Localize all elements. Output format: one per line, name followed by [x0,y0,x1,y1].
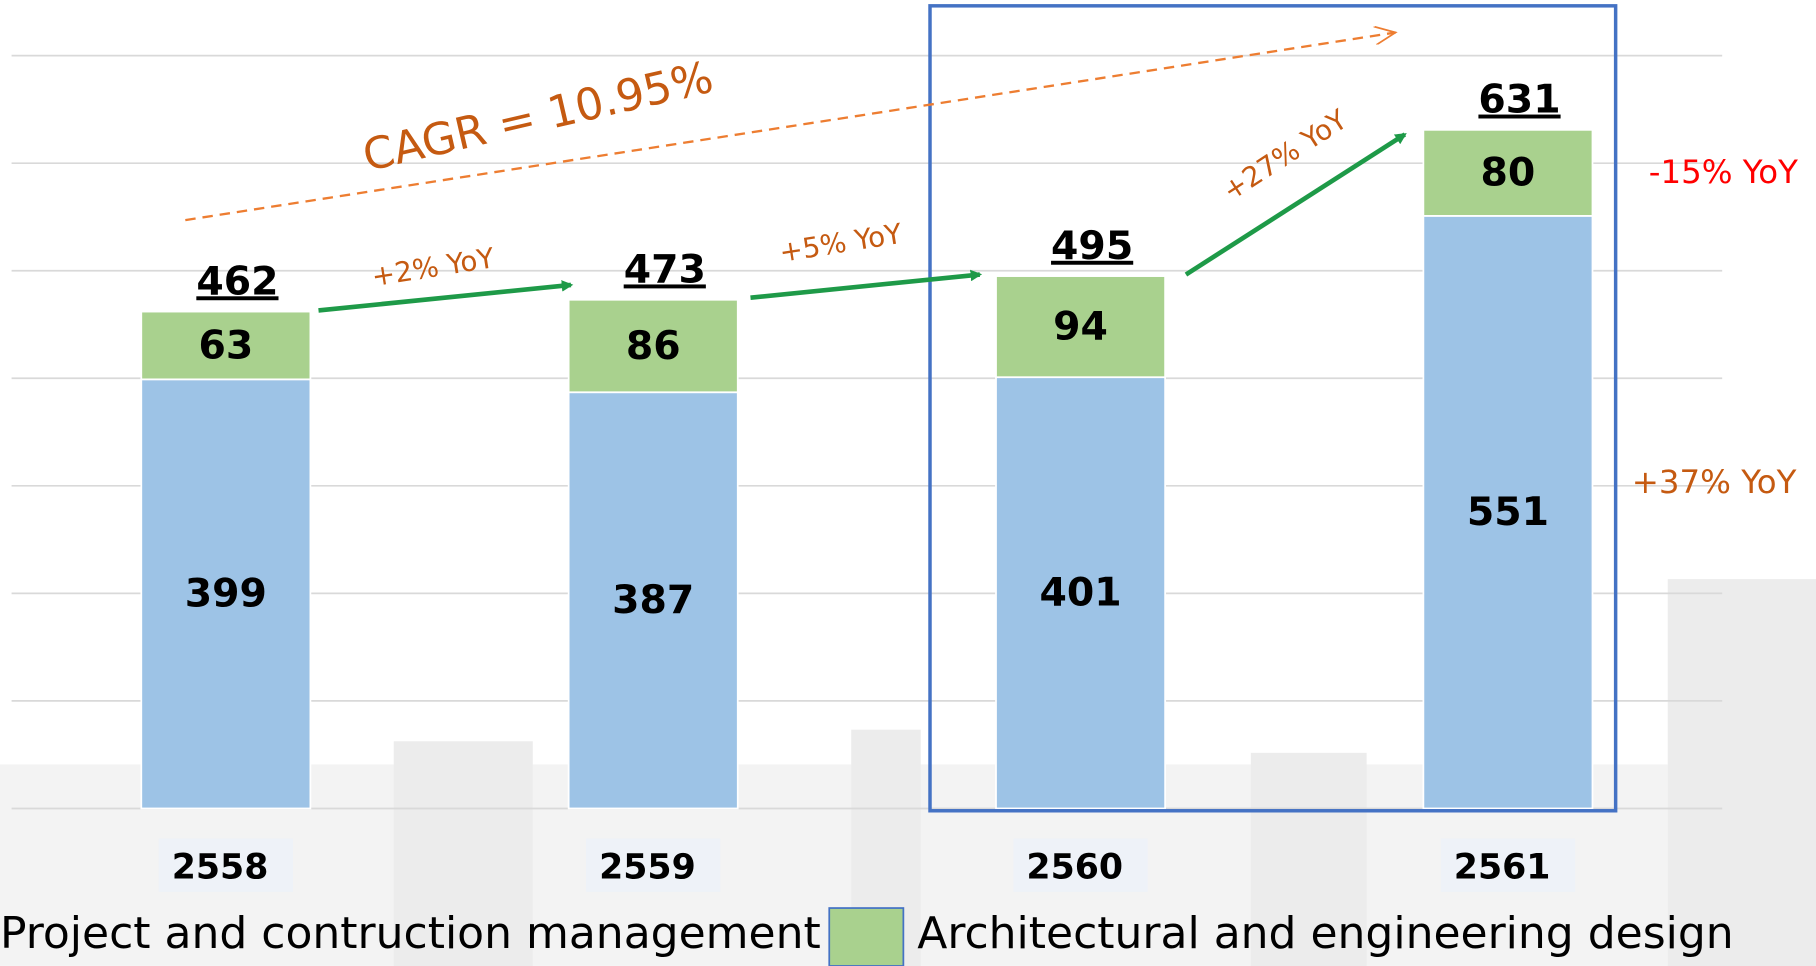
annotation: -15% YoY [1649,153,1798,191]
bar-segment [995,376,1166,810]
x-tick-label: 2561 [1454,848,1551,888]
legend-label: Project and contruction management [0,908,821,959]
value-label: 80 [1481,150,1536,196]
value-label: 551 [1467,489,1549,535]
cagr-arrow [185,32,1395,222]
category-box [1440,838,1576,892]
bar-segment [1422,215,1594,810]
bar-segment [567,298,739,394]
total-label: 631 [1478,77,1560,123]
legend-swatch [828,907,905,966]
category-box [586,838,721,892]
category-box [158,838,294,892]
category-box [1013,838,1148,892]
bar-segment [140,310,312,381]
value-label: 94 [1053,303,1108,349]
value-label: 387 [612,577,694,623]
bar-segment [140,378,312,810]
total-label: 473 [624,246,706,292]
x-tick-label: 2559 [599,848,696,888]
x-tick-label: 2560 [1026,848,1123,888]
value-label: 401 [1039,570,1121,616]
growth-arrow [1184,132,1407,277]
growth-arrow [318,280,574,313]
x-tick-label: 2558 [172,848,269,888]
value-label: 399 [185,571,267,617]
plot: 399 63 462 2558 387 86 473 2559 401 94 495 2560 551 8… [11,54,1723,892]
legend-label: Architectural and engineering design [917,908,1733,959]
annotation: +37% YoY [1632,463,1797,501]
bar-segment [1422,128,1594,217]
total-label: 462 [196,258,278,304]
value-label: 86 [626,323,681,369]
annotation: +27% YoY [1217,102,1354,207]
highlight-box [928,4,1618,813]
annotation: +5% YoY [777,217,905,269]
bar-segment [995,275,1166,379]
total-label: 495 [1051,223,1133,269]
annotation: +2% YoY [369,241,497,293]
value-label: 63 [198,322,253,368]
growth-arrow [750,269,983,300]
